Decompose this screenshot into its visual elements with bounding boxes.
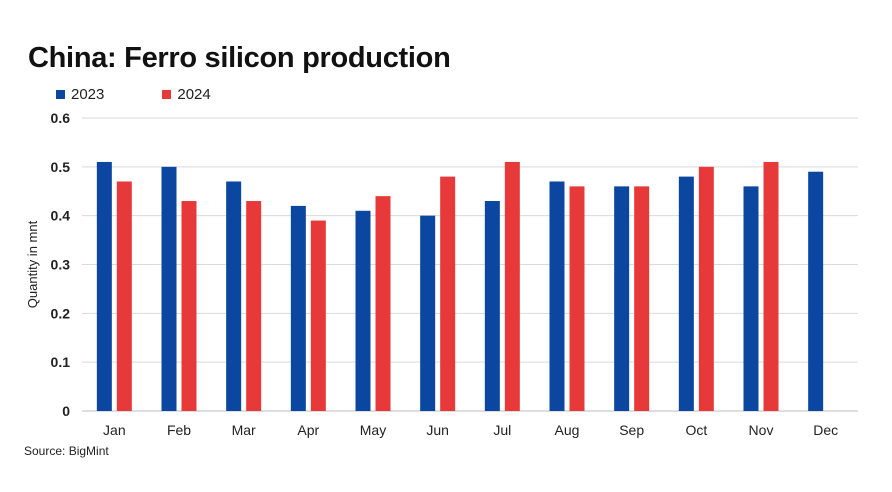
x-tick-label: Jan	[103, 422, 126, 438]
legend-label-2024: 2024	[177, 86, 211, 103]
bar-2024-feb	[181, 201, 197, 411]
bar-2023-aug	[549, 181, 565, 411]
x-tick-label: Nov	[749, 422, 774, 438]
x-tick-label: May	[360, 422, 386, 438]
y-tick-label: 0.6	[51, 110, 71, 126]
bar-2024-nov	[763, 161, 779, 411]
bar-2023-apr	[290, 205, 306, 411]
bar-2024-aug	[569, 186, 585, 411]
x-tick-label: Sep	[619, 422, 644, 438]
chart-title: China: Ferro silicon production	[28, 42, 451, 74]
source-note: Source: BigMint	[24, 444, 109, 458]
legend-label-2023: 2023	[71, 86, 105, 103]
bar-2023-nov	[743, 186, 759, 411]
bar-2023-mar	[226, 181, 242, 411]
bar-2024-jun	[440, 176, 456, 411]
x-tick-label: Dec	[813, 422, 838, 438]
bar-2024-mar	[246, 201, 262, 411]
bar-2024-oct	[698, 166, 714, 411]
legend-swatch-2024	[162, 90, 172, 99]
y-tick-label: 0.2	[51, 305, 71, 321]
x-tick-label: Aug	[555, 422, 580, 438]
bar-2023-dec	[808, 171, 824, 411]
bar-2023-jul	[484, 201, 500, 411]
bar-2023-may	[355, 210, 371, 411]
bar-2023-jun	[420, 215, 436, 411]
y-tick-label: 0	[62, 403, 70, 419]
bar-2024-jul	[504, 161, 520, 411]
bar-2024-may	[375, 196, 391, 411]
x-tick-label: Mar	[232, 422, 256, 438]
bar-2023-feb	[161, 166, 177, 411]
x-tick-label: Oct	[685, 422, 707, 438]
legend-swatch-2023	[56, 90, 65, 99]
y-tick-label: 0.4	[51, 208, 71, 224]
legend-item-2023: 2023	[56, 86, 104, 103]
legend: 2023 2024	[56, 86, 269, 103]
bar-2024-sep	[634, 186, 650, 411]
x-tick-label: Jul	[493, 422, 511, 438]
y-tick-label: 0.1	[51, 354, 71, 370]
x-tick-label: Feb	[167, 422, 191, 438]
y-axis-title: Quantity in mnt	[25, 220, 40, 308]
y-tick-label: 0.3	[51, 257, 71, 273]
bar-2024-jan	[116, 181, 132, 411]
bar-2024-apr	[310, 220, 326, 411]
bar-2023-oct	[678, 176, 694, 411]
bar-2023-sep	[614, 186, 630, 411]
y-tick-label: 0.5	[51, 159, 71, 175]
legend-item-2024: 2024	[162, 86, 211, 103]
bar-2023-jan	[96, 161, 112, 411]
x-tick-label: Apr	[297, 422, 319, 438]
x-tick-label: Jun	[426, 422, 449, 438]
